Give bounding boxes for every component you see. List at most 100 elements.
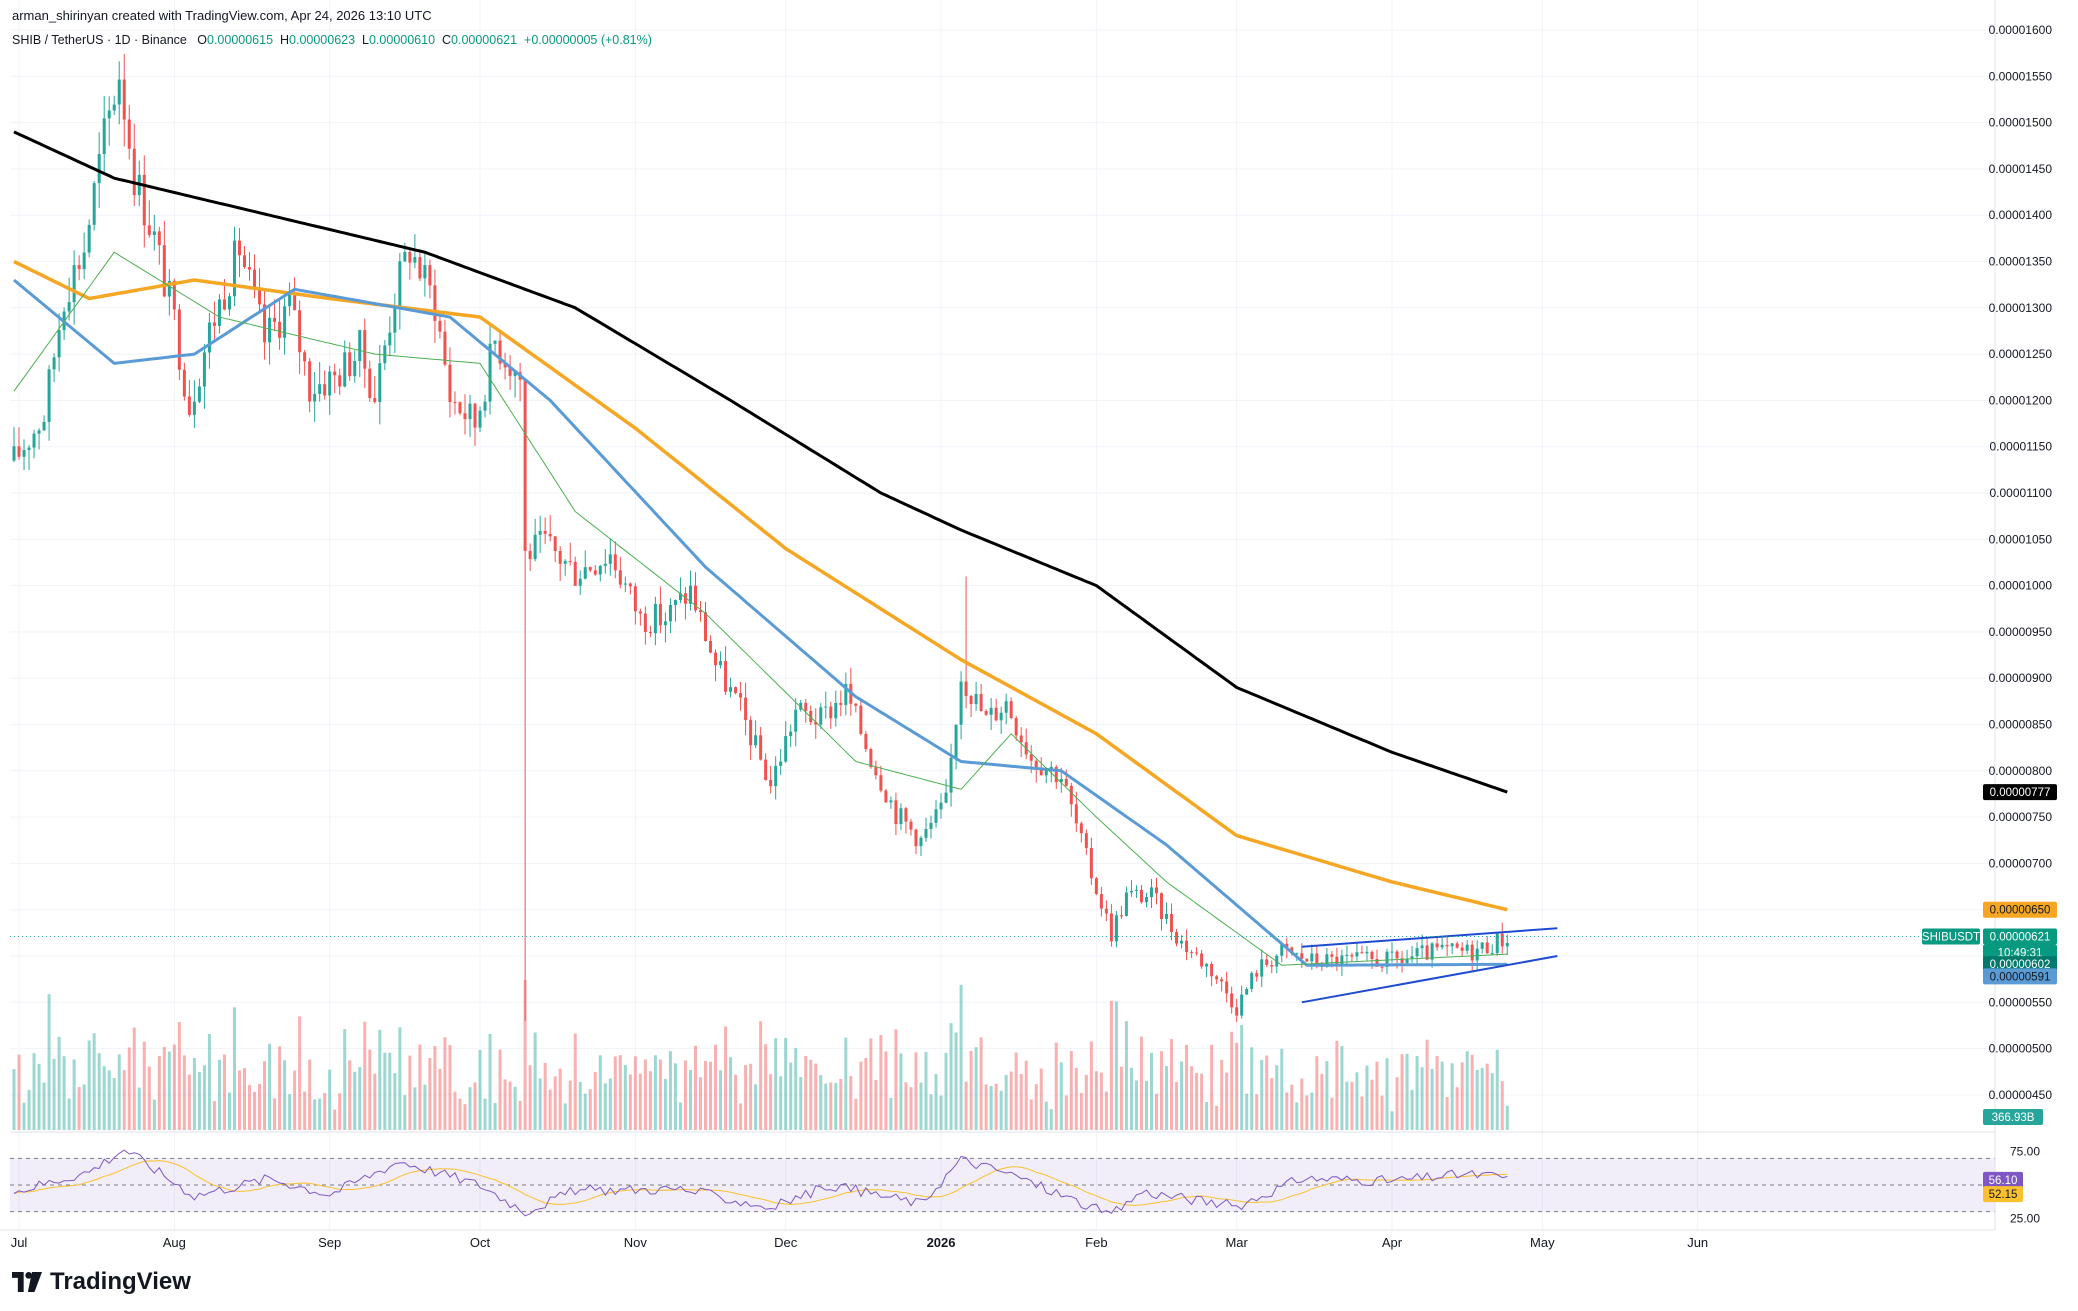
candle-body (714, 652, 718, 666)
candle-body (648, 631, 652, 634)
volume-bar (894, 1029, 898, 1130)
candle-body (543, 530, 547, 534)
candle-body (1079, 823, 1083, 834)
volume-bar (433, 1046, 437, 1130)
high-label: H (280, 33, 290, 47)
volume-bar (243, 1067, 247, 1130)
candle-body (1440, 944, 1444, 948)
candle-body (759, 735, 763, 760)
candle-body (1350, 954, 1354, 957)
candle-body (819, 707, 823, 725)
candle-body (939, 802, 943, 810)
volume-bar (388, 1052, 392, 1130)
candle-body (243, 255, 247, 268)
candle-body (578, 578, 582, 586)
volume-bar (1285, 1092, 1289, 1130)
volume-bar (1180, 1061, 1184, 1130)
volume-bar (1290, 1084, 1294, 1130)
volume-bar (1470, 1054, 1474, 1130)
candle-body (698, 610, 703, 613)
candle-body (1280, 943, 1284, 956)
candle-body (1375, 958, 1379, 967)
candle-body (122, 79, 126, 120)
price-tick-label: 0.00000450 (1989, 1088, 2053, 1102)
volume-bar (1185, 1044, 1189, 1130)
candle-body (313, 393, 317, 402)
price-tick-label: 0.00001450 (1989, 162, 2053, 176)
candle-body (493, 340, 497, 344)
volume-bar (177, 1022, 181, 1130)
price-tick-label: 0.00001000 (1989, 579, 2053, 593)
volume-bar (683, 1060, 687, 1130)
candle-body (258, 288, 262, 305)
candle-body (1119, 915, 1123, 917)
volume-bar (739, 1103, 743, 1130)
volume-bar (1114, 1001, 1118, 1130)
candle-body (263, 304, 267, 343)
volume-bar (814, 1063, 818, 1130)
time-tick-label: 2026 (927, 1235, 956, 1250)
candle-body (1335, 956, 1339, 967)
volume-bar (248, 1084, 252, 1130)
candles (12, 54, 1509, 1022)
rsi-ma-line (13, 1160, 1508, 1206)
volume-bar (789, 1062, 793, 1130)
candle-body (328, 371, 332, 396)
candle-body (388, 332, 392, 346)
volume-bar (333, 1109, 337, 1130)
volume-bar (1505, 1105, 1509, 1130)
candle-body (673, 600, 677, 606)
price-tick-label: 0.00001500 (1989, 116, 2053, 130)
volume-bar (308, 1059, 312, 1130)
candle-body (719, 661, 723, 666)
candle-body (77, 265, 81, 270)
volume-bar (1144, 1080, 1148, 1130)
candle-body (839, 702, 843, 705)
candle-body (528, 550, 532, 560)
volume-bar (693, 1045, 697, 1130)
candle-body (423, 264, 427, 279)
volume-bar (889, 1097, 893, 1130)
ma200-price-tag: 0.00000777 (1990, 787, 2051, 799)
symbol-label[interactable]: SHIB / TetherUS · 1D · Binance (12, 33, 187, 47)
time-tick-label: May (1530, 1235, 1555, 1250)
volume-bar (924, 1052, 928, 1130)
candle-body (253, 269, 257, 289)
volume-bar (869, 1038, 873, 1130)
volume-bar (864, 1057, 868, 1130)
candle-body (974, 694, 978, 705)
volume-bar (418, 1044, 422, 1130)
candle-body (413, 257, 417, 263)
volume-bar (1094, 1071, 1098, 1130)
volume-bar (1175, 1082, 1179, 1130)
candle-body (82, 252, 86, 270)
candle-body (1435, 943, 1439, 948)
candle-body (1099, 894, 1103, 909)
tradingview-brand[interactable]: TradingView (12, 1268, 191, 1296)
volume-bar (663, 1079, 667, 1130)
candle-body (1089, 847, 1093, 879)
volume-bar (548, 1089, 552, 1130)
volume-bar (423, 1084, 427, 1130)
ma50-line (13, 278, 1508, 967)
volume-bar (1425, 1039, 1429, 1130)
volume-bar (1280, 1048, 1284, 1130)
volume-bar (714, 1044, 718, 1130)
candle-body (398, 261, 402, 308)
candle-body (909, 821, 913, 830)
candle-body (884, 790, 888, 803)
channel-lower-line (1301, 955, 1558, 1004)
volume-bar (448, 1044, 452, 1130)
volume-bar (1029, 1099, 1033, 1130)
volume-bar (959, 984, 963, 1130)
candle-body (864, 733, 868, 750)
volume-bar (623, 1064, 627, 1130)
volume-bar (598, 1055, 602, 1130)
volume-bar (1119, 1066, 1123, 1130)
price-tick-label: 0.00001100 (1989, 486, 2052, 500)
candle-body (508, 367, 512, 376)
volume-bar (1004, 1074, 1008, 1130)
candle-body (288, 293, 292, 307)
volume-bar (1109, 1000, 1113, 1130)
